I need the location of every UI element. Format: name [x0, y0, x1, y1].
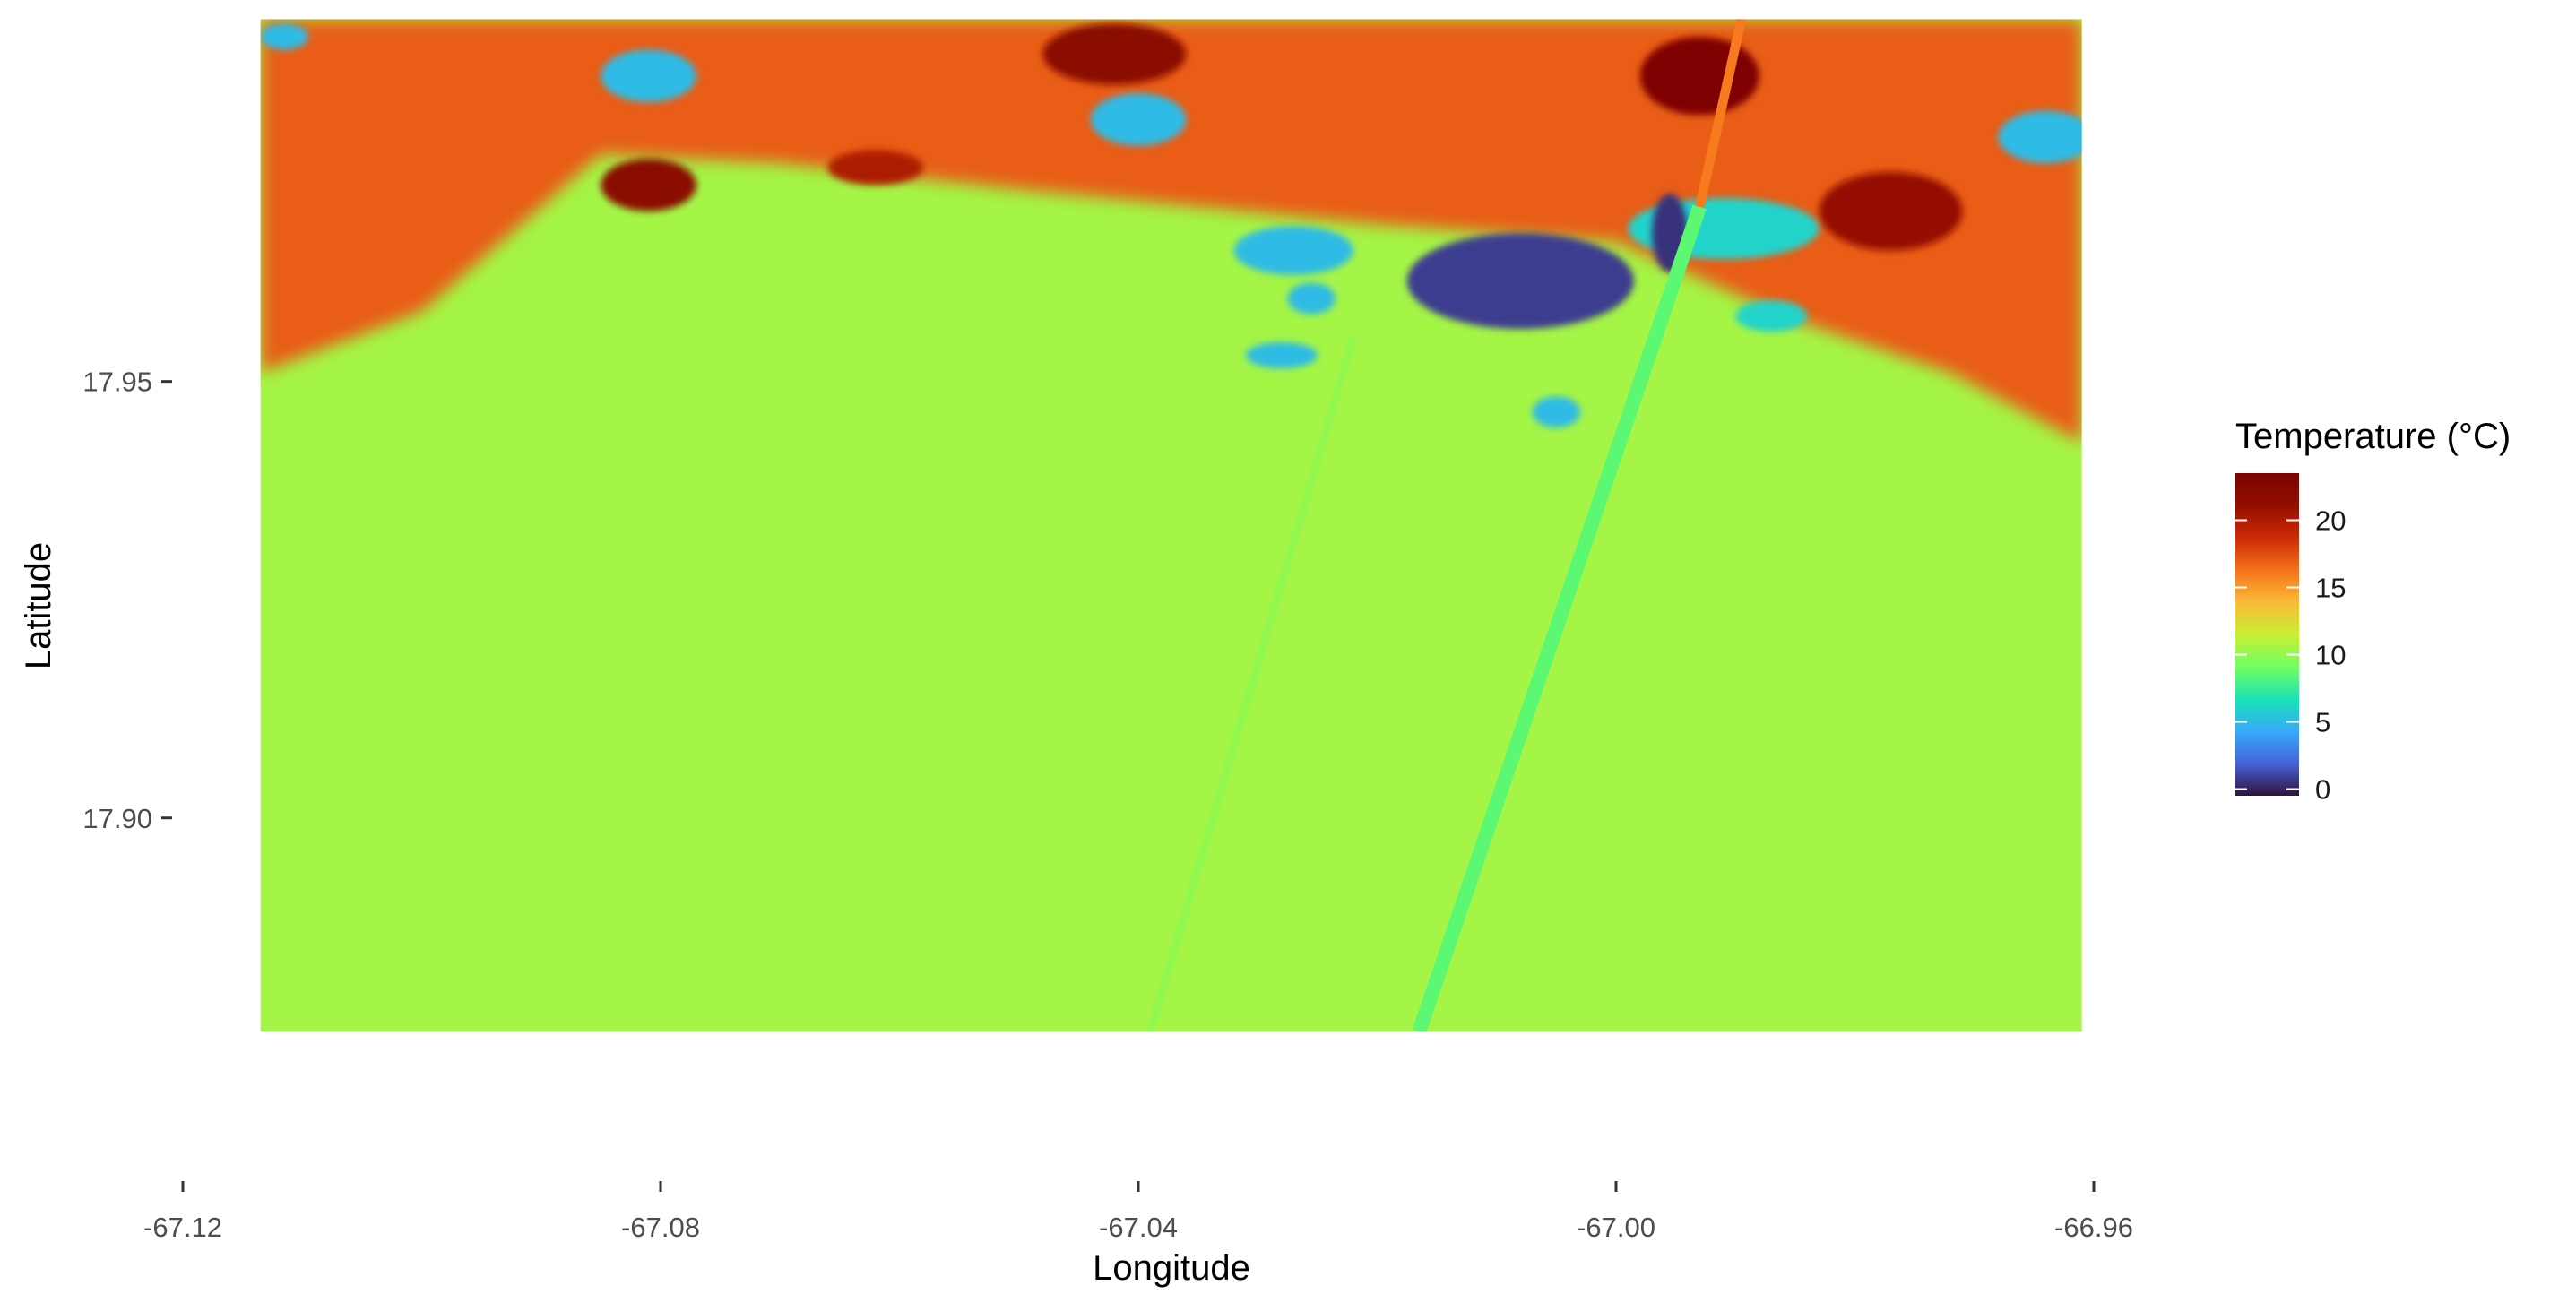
cold-patch-15	[1735, 300, 1808, 332]
cold-patch-6	[601, 49, 696, 102]
hot-spot-3	[1639, 36, 1759, 116]
heatmap-panel	[260, 19, 2082, 1032]
legend-tick-label: 20	[2315, 505, 2346, 537]
x-tick-label: -67.04	[1099, 1212, 1178, 1243]
legend-tick-label: 15	[2315, 573, 2346, 604]
cold-patch-10	[1233, 226, 1353, 275]
warm-coastal-band-0	[260, 19, 2082, 443]
heatmap-features	[260, 19, 2082, 443]
streak-top-1	[1695, 19, 1747, 208]
x-tick-label: -67.08	[621, 1212, 700, 1243]
legend-ticks: 0 5 10 15 20	[2235, 505, 2346, 806]
y-axis: 17.90 17.95	[82, 367, 172, 834]
hot-spot-2	[1042, 23, 1187, 85]
hot-spot-5	[827, 150, 924, 186]
legend-title: Temperature (°C)	[2235, 417, 2511, 456]
y-axis-title: Latitude	[19, 542, 58, 669]
cold-core-16	[1406, 233, 1634, 330]
legend: Temperature (°C) 0 5 10 15 20	[2235, 417, 2511, 806]
cold-patch-7	[1090, 93, 1187, 146]
x-tick-label: -67.00	[1577, 1212, 1655, 1243]
legend-tick-label: 10	[2315, 640, 2346, 671]
y-tick-label: 17.90	[82, 803, 152, 834]
cold-patch-9	[260, 23, 308, 50]
faint-streak-2	[1145, 336, 1358, 1032]
hot-spot-4	[1819, 171, 1963, 251]
y-tick-label: 17.95	[82, 367, 152, 398]
heatmap-streaks	[1145, 19, 1747, 1032]
cold-patch-12	[1245, 341, 1318, 369]
x-axis: -67.12 -67.08 -67.04 -67.00 -66.96	[143, 1181, 2133, 1243]
main-streak-0	[1412, 204, 1707, 1032]
cold-patch-11	[1287, 282, 1336, 315]
x-axis-title: Longitude	[1093, 1248, 1250, 1288]
legend-tick-label: 0	[2315, 774, 2330, 806]
x-tick-label: -67.12	[143, 1212, 222, 1243]
cold-patch-8	[1998, 110, 2082, 164]
hot-spot-1	[601, 159, 696, 211]
cold-patch-13	[1532, 396, 1581, 428]
legend-tick-label: 5	[2315, 707, 2330, 738]
x-tick-label: -66.96	[2054, 1212, 2133, 1243]
legend-colorbar	[2235, 473, 2299, 796]
